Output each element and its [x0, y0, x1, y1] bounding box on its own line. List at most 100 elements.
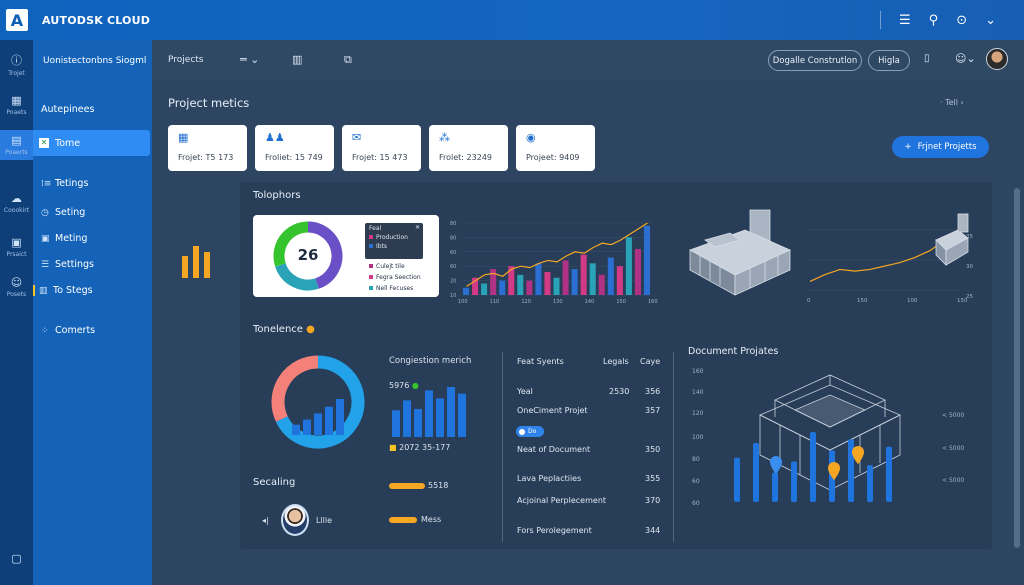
- menu-icon[interactable]: ═ ⌄: [240, 53, 260, 66]
- table-cell: 344: [645, 526, 661, 535]
- avatar[interactable]: [986, 48, 1008, 70]
- bar: [490, 269, 497, 295]
- status-dot: ●: [306, 324, 315, 335]
- scrollbar[interactable]: [1014, 188, 1020, 548]
- section-title-tolophors: Tolophors: [253, 190, 301, 201]
- bar: [643, 225, 650, 295]
- top-bar: A AUTODSK CLOUD ☰ ⚲ ⊙ ⌄: [0, 0, 1024, 40]
- help-icon[interactable]: ⊙: [956, 12, 968, 28]
- bar: [392, 410, 400, 437]
- new-project-button[interactable]: + Frjnet Projetts: [892, 136, 989, 158]
- axis-tick: 60: [450, 250, 456, 256]
- bar: [414, 409, 422, 437]
- comment-icon: ⁘: [41, 326, 49, 336]
- metric-card[interactable]: ◉ Projeet: 9409: [516, 125, 595, 171]
- table-row-name[interactable]: Acjoinal Perplecement: [517, 496, 607, 505]
- avatar[interactable]: [281, 504, 309, 536]
- rail-item-poaets[interactable]: ▦ Poaets: [0, 94, 33, 116]
- chevron-down-icon[interactable]: ⌄: [985, 12, 996, 28]
- rail-item-prsaict[interactable]: ▣ Prsaict: [0, 236, 33, 258]
- table-row-name[interactable]: Neat of Document: [517, 445, 591, 454]
- axis-tick: < 5000: [942, 412, 965, 419]
- axis-tick: 10: [450, 293, 456, 299]
- metric-card[interactable]: ▦ Frojet: T5 173: [168, 125, 247, 171]
- sidebar-header: Uonistectonbns Siogml: [43, 56, 147, 66]
- rail-item-posets[interactable]: ☺ Posets: [0, 276, 33, 298]
- donut-card: 26 Feal ✕ Production Ibts Culejt tile Fe…: [253, 215, 439, 297]
- legend-item: Production: [369, 234, 408, 241]
- sidebar-item-comerts[interactable]: ⁘ Comerts: [41, 325, 96, 336]
- bar: [436, 398, 444, 437]
- bar: [886, 446, 892, 502]
- mail-icon: ✉: [352, 131, 362, 144]
- axis-tick: < 5000: [942, 477, 965, 484]
- search-icon[interactable]: ⚲: [928, 12, 939, 28]
- rail-bottom-item[interactable]: ▢: [0, 552, 33, 567]
- axis-tick: 160: [692, 368, 704, 375]
- line-chart: 0 150 100 150 35 30 25: [807, 229, 973, 304]
- list-icon[interactable]: ☰: [899, 12, 911, 28]
- bar: [508, 266, 515, 295]
- table-cell: 2530: [609, 387, 630, 396]
- building-model-icon: [689, 209, 791, 296]
- bar: [607, 257, 614, 295]
- toggle-switch[interactable]: Do: [516, 426, 544, 437]
- section-title-scaling: Secaling: [253, 477, 296, 488]
- axis-tick: 60: [692, 500, 700, 507]
- legend-tooltip: [365, 223, 423, 259]
- rail-item-trojet[interactable]: ⓘ Trojet: [0, 52, 33, 77]
- menu-icon: ⁞≡: [41, 179, 52, 189]
- sidebar-item-meting[interactable]: ▣ Meting: [41, 233, 88, 244]
- axis-tick: 120: [521, 299, 531, 305]
- people-icon: ♟♟: [265, 131, 285, 144]
- project-select-pill[interactable]: Dogalle Construtlon: [768, 50, 862, 71]
- building-icon[interactable]: ▥: [292, 53, 303, 66]
- app-logo[interactable]: A: [6, 9, 28, 31]
- section-title-document: Document Projates: [688, 346, 779, 357]
- copy-icon[interactable]: ⧉: [344, 53, 352, 66]
- section-title-tonelence: Tonelence ●: [253, 324, 315, 335]
- sidebar-item-settings[interactable]: ☰ Settings: [41, 259, 94, 270]
- back-arrow-icon[interactable]: ◂|: [262, 516, 269, 525]
- bar: [517, 274, 524, 295]
- chart-icon: ▦: [178, 131, 189, 144]
- rail-item-coookirt[interactable]: ☁ Coookirt: [0, 192, 33, 214]
- emoji-icon[interactable]: ☺⌄: [955, 52, 976, 65]
- breadcrumb[interactable]: Projects: [168, 55, 204, 65]
- progress-bar: [389, 483, 425, 489]
- axis-tick: 160: [648, 299, 658, 305]
- clock-icon: ◷: [41, 208, 49, 218]
- folder-icon: ▥: [39, 286, 48, 296]
- clipboard-icon[interactable]: ▯: [924, 53, 930, 64]
- ring-segment: [307, 221, 343, 289]
- metric-card[interactable]: ♟♟ Froliet: 15 749: [255, 125, 334, 171]
- table-cell: 355: [645, 474, 661, 483]
- table-row-name[interactable]: Lava Peplactiies: [517, 474, 582, 483]
- divider: [880, 11, 881, 29]
- table-row-name[interactable]: Fors Perolegement: [517, 526, 592, 535]
- divider: [673, 352, 674, 542]
- congestion-bottom-value: ■ 2072 35-177: [389, 443, 451, 452]
- person-name: Lllle: [316, 516, 333, 525]
- mini-bar-icon: [182, 246, 210, 278]
- bar: [616, 266, 623, 295]
- axis-tick: 0: [807, 298, 811, 304]
- axis-tick: 130: [553, 299, 563, 305]
- filter-pill[interactable]: Higla: [868, 50, 910, 71]
- bar: [553, 277, 560, 295]
- pager-nav[interactable]: · Tell ›: [940, 98, 964, 107]
- sidebar-item-to-stegs[interactable]: ▥ To Stegs: [33, 285, 93, 296]
- sidebar-item-autepinees[interactable]: Autepinees: [41, 104, 95, 115]
- table-row-name[interactable]: Yeal: [517, 387, 533, 396]
- rail-item-poaerts[interactable]: ▤ Poaerts: [0, 130, 33, 160]
- close-icon[interactable]: ✕: [414, 224, 420, 231]
- table-row-name[interactable]: OneCiment Projet: [517, 406, 588, 415]
- metric-card[interactable]: ⁂ Frolet: 23249: [429, 125, 508, 171]
- sidebar-item-tome[interactable]: ✕ Tome: [33, 130, 150, 156]
- sidebar-item-tetings[interactable]: ⁞≡ Tetings: [41, 178, 89, 189]
- axis-tick: 25: [966, 294, 973, 300]
- metric-card[interactable]: ✉ Frojet: 15 473: [342, 125, 421, 171]
- divider: [502, 352, 503, 542]
- sidebar-item-seting[interactable]: ◷ Seting: [41, 207, 86, 218]
